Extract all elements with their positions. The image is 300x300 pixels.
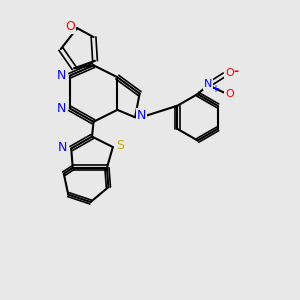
Text: +: + (212, 84, 219, 94)
Text: O: O (225, 89, 234, 99)
Text: N: N (137, 109, 146, 122)
Text: O: O (65, 20, 75, 33)
Text: O: O (225, 68, 234, 78)
Text: N: N (57, 102, 66, 115)
Text: N: N (57, 69, 66, 82)
Text: N: N (204, 79, 212, 89)
Text: -: - (234, 65, 239, 78)
Text: N: N (58, 140, 68, 154)
Text: S: S (116, 139, 124, 152)
